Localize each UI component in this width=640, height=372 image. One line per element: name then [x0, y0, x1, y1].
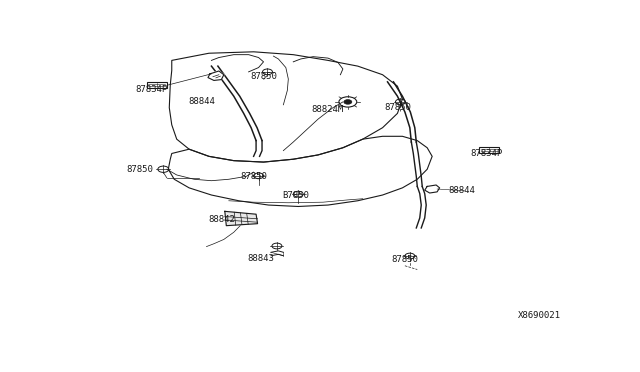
Circle shape [344, 100, 352, 104]
Polygon shape [208, 71, 224, 80]
Text: 87850: 87850 [384, 103, 411, 112]
Text: 88824M: 88824M [312, 105, 344, 113]
Polygon shape [425, 185, 440, 193]
Text: 87850: 87850 [392, 255, 419, 264]
Text: X8690021: X8690021 [518, 311, 561, 320]
Text: 87850: 87850 [240, 172, 267, 181]
Text: 88843: 88843 [248, 254, 275, 263]
Text: 88844: 88844 [188, 97, 215, 106]
Polygon shape [225, 211, 257, 226]
Text: 87850: 87850 [126, 165, 153, 174]
Text: 87850: 87850 [250, 72, 277, 81]
Text: 88844: 88844 [449, 186, 476, 195]
Text: 88842: 88842 [208, 215, 235, 224]
Text: 87834P: 87834P [470, 149, 503, 158]
Text: 87834P: 87834P [136, 84, 168, 93]
Text: B7850: B7850 [282, 190, 309, 199]
